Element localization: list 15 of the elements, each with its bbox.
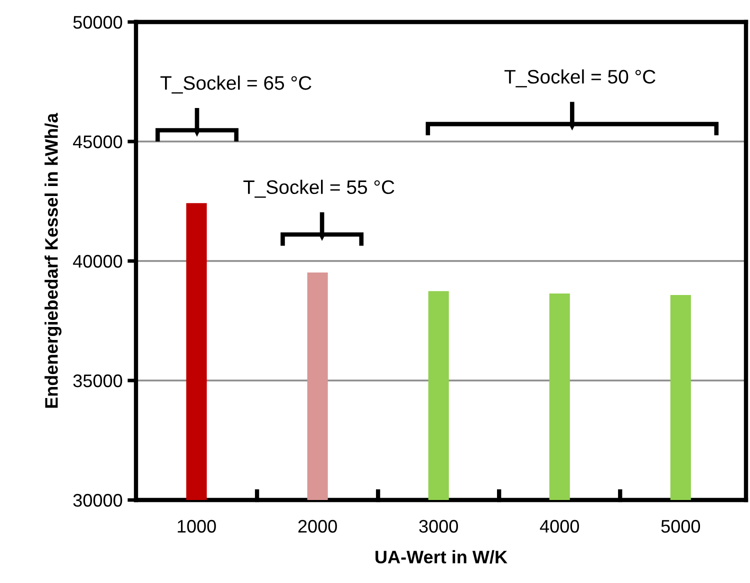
- x-axis-title: UA-Wert in W/K: [376, 550, 508, 564]
- y-tick-label: 45000: [73, 135, 122, 148]
- y-tick-label: 40000: [73, 254, 122, 268]
- x-tick-label: 5000: [661, 520, 700, 533]
- y-tick-label: 35000: [73, 374, 122, 388]
- x-tick-label: 4000: [540, 520, 579, 533]
- annotation: T_Sockel = 55 °C: [243, 180, 394, 198]
- x-tick-label: 3000: [419, 520, 458, 533]
- y-axis-title: Endenergiebedarf Kessel in kWh/a: [44, 112, 62, 408]
- annotation: T_Sockel = 65 °C: [160, 76, 312, 94]
- x-tick-label: 2000: [298, 520, 337, 533]
- x-tick-label: 1000: [178, 520, 216, 533]
- y-tick-label: 30000: [73, 494, 122, 507]
- annotation: T_Sockel = 50 °C: [504, 69, 656, 88]
- y-tick-label: 50000: [73, 16, 122, 29]
